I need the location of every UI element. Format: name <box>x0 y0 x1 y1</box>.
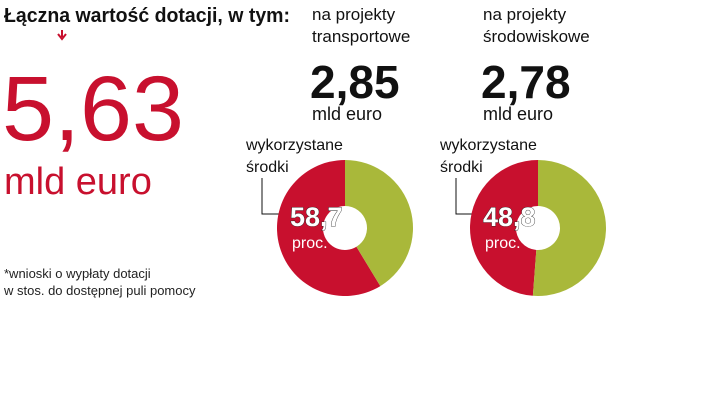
amount: 2,78 <box>481 56 571 108</box>
leader-line <box>455 178 474 215</box>
value-unit: proc.* <box>485 235 527 252</box>
annotation: wykorzystane <box>245 137 343 154</box>
amount-unit: mld euro <box>483 104 553 124</box>
footnote: w stos. do dostępnej puli pomocy <box>3 283 196 298</box>
column-title: na projekty <box>312 5 396 24</box>
footnote: *wnioski o wypłaty dotacji <box>4 266 151 281</box>
donut-slice <box>532 160 607 296</box>
annotation: wykorzystane <box>439 137 537 154</box>
value-label: 58,7 <box>290 202 343 232</box>
value-label: 48,8 <box>483 202 536 232</box>
total-unit: mld euro <box>4 161 152 203</box>
column-title: środowiskowe <box>483 27 590 46</box>
donut-slice <box>276 159 381 297</box>
annotation: środki <box>440 159 483 176</box>
column-title: na projekty <box>483 5 567 24</box>
arrow <box>57 30 67 41</box>
annotation: środki <box>246 159 289 176</box>
amount-unit: mld euro <box>312 104 382 124</box>
total-value: 5,63 <box>2 58 184 160</box>
value-unit: proc.* <box>292 235 334 252</box>
leader-line <box>261 178 280 215</box>
donut-slice <box>470 160 538 296</box>
donut-slice <box>345 160 413 287</box>
column-title: transportowe <box>312 27 410 46</box>
amount: 2,85 <box>310 56 400 108</box>
headline: Łączna wartość dotacji, w tym: <box>4 5 290 27</box>
